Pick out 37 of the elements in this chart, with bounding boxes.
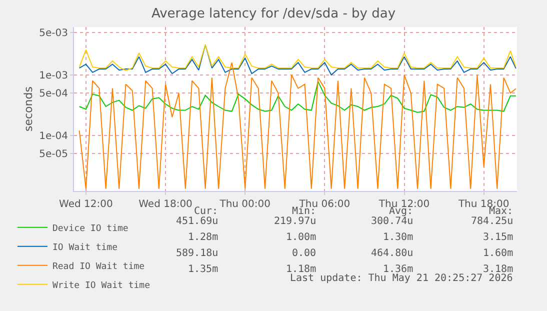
text: Min: <box>292 206 316 217</box>
text: 0.00 <box>292 248 316 259</box>
legend-label: Write IO Wait time <box>52 280 150 291</box>
text: 219.97u <box>274 216 316 227</box>
y-tick-label: 5e-04 <box>39 88 68 100</box>
text: 464.80u <box>371 248 414 259</box>
text: 1.18m <box>286 264 316 275</box>
text: Max: <box>489 206 514 217</box>
y-tick-label: 1e-04 <box>39 130 68 142</box>
text: 1.36m <box>383 264 414 275</box>
y-tick-label: 1e-03 <box>39 70 68 82</box>
text: 300.74u <box>371 216 414 227</box>
legend-label: IO Wait time <box>52 242 118 253</box>
text: 1.60m <box>483 248 514 259</box>
text: 1.35m <box>188 264 218 275</box>
y-tick-label: 5e-05 <box>39 149 68 160</box>
line-series <box>78 80 516 113</box>
x-tick-label: Wed 18:00 <box>138 199 192 210</box>
legend-label: Device IO time <box>52 224 128 234</box>
text: 589.18u <box>176 248 218 259</box>
text: Last update: Thu May 21 20:25:27 2026 <box>290 273 513 284</box>
y-tick-label: 5e-03 <box>39 28 68 40</box>
y-axis-title: seconds <box>22 86 35 132</box>
text: 1.28m <box>188 232 218 243</box>
chart-title: Average latency for /dev/sda - by day <box>151 6 396 22</box>
x-tick-label: Wed 12:00 <box>59 199 113 210</box>
text: Avg: <box>389 206 414 217</box>
legend-label: Read IO Wait time <box>52 262 145 272</box>
text: 1.00m <box>286 232 316 243</box>
line-series <box>78 62 516 190</box>
x-tick-label: Thu 00:00 <box>218 199 270 210</box>
text: 784.25u <box>471 216 514 227</box>
text: 1.30m <box>383 232 414 243</box>
text: 3.18m <box>483 264 514 275</box>
text: 451.69u <box>176 216 218 227</box>
text: Cur: <box>194 206 218 217</box>
text: 3.15m <box>483 232 514 243</box>
